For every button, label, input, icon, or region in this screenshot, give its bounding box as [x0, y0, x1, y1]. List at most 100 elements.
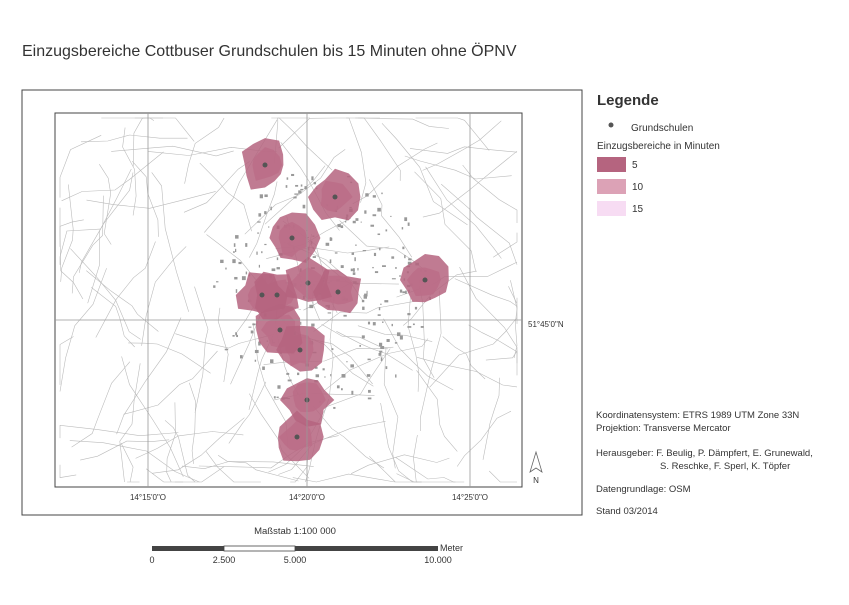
building [236, 334, 239, 338]
road [194, 286, 209, 413]
building [232, 335, 235, 337]
x-label: 14°15'0"O [130, 493, 166, 502]
title: Einzugsbereiche Cottbuser Grundschulen b… [22, 42, 517, 60]
building [414, 306, 418, 310]
scale-tick: 10.000 [424, 555, 452, 565]
legend-label: 15 [632, 204, 644, 215]
road [184, 117, 225, 184]
road [99, 164, 112, 245]
road [369, 179, 413, 258]
building [300, 321, 302, 325]
building [367, 397, 372, 400]
frame [21, 89, 583, 516]
building [245, 271, 248, 275]
scale-tick: 2.500 [213, 555, 236, 565]
building [276, 267, 280, 270]
road [249, 181, 278, 258]
building [377, 233, 381, 236]
road [189, 382, 196, 464]
road [217, 455, 299, 482]
building [277, 385, 281, 389]
building [404, 217, 408, 222]
building [391, 323, 393, 327]
building [225, 267, 227, 270]
road [205, 451, 261, 483]
school [259, 292, 265, 298]
road [151, 172, 189, 312]
building [372, 266, 374, 269]
scale-label: Maßstab 1:100 000 [254, 526, 336, 537]
building [268, 226, 270, 228]
building [336, 385, 340, 389]
building [366, 374, 371, 377]
catchment-areas [235, 138, 449, 462]
y-label: 51°45'0"N [528, 320, 564, 329]
building [331, 348, 334, 351]
road [404, 155, 512, 180]
building [309, 304, 314, 309]
building [378, 342, 383, 347]
building [271, 268, 276, 272]
road [123, 350, 218, 415]
school [332, 194, 338, 200]
road [336, 331, 413, 371]
data-source: Datengrundlage: OSM [596, 484, 691, 495]
building [302, 204, 306, 209]
building [291, 173, 295, 177]
building [235, 332, 238, 336]
building [276, 396, 279, 398]
building [359, 344, 361, 347]
building [380, 357, 383, 362]
road [329, 295, 335, 398]
catchment-area [269, 212, 321, 263]
road [69, 440, 200, 483]
road [217, 307, 229, 383]
building [384, 300, 389, 303]
building [341, 374, 346, 378]
road [121, 356, 184, 477]
building [232, 259, 236, 264]
crs: Koordinatensystem: ETRS 1989 UTM Zone 33… [596, 410, 799, 421]
building [224, 348, 229, 351]
road [422, 120, 502, 171]
building [276, 257, 279, 261]
school [274, 292, 280, 298]
building [355, 218, 359, 221]
road [322, 338, 429, 392]
building [295, 184, 299, 187]
catchment-area [278, 410, 324, 462]
building [379, 350, 382, 355]
road [313, 300, 418, 332]
road [91, 287, 135, 348]
road [419, 290, 442, 432]
catchment-area [308, 168, 361, 221]
catchment-area [241, 138, 284, 190]
building [363, 294, 368, 299]
building [258, 213, 262, 217]
scale-unit: Meter [440, 543, 463, 553]
building [264, 194, 268, 198]
building [340, 265, 344, 269]
building [399, 289, 403, 293]
road [122, 127, 137, 216]
building [407, 313, 411, 316]
building [412, 323, 415, 326]
building [235, 248, 237, 253]
legend: Legende Grundschulen Einzugsbereiche in … [597, 92, 720, 216]
building [381, 192, 383, 195]
building [382, 321, 384, 323]
building [355, 244, 357, 246]
legend-swatch [597, 179, 626, 194]
building [351, 252, 355, 255]
info: Koordinatensystem: ETRS 1989 UTM Zone 33… [596, 410, 813, 517]
building [407, 261, 412, 265]
road [59, 228, 101, 265]
road [166, 402, 176, 483]
building [343, 314, 347, 317]
school [289, 235, 295, 241]
building [252, 323, 256, 326]
road [278, 117, 380, 149]
building [254, 359, 257, 362]
building [324, 376, 326, 378]
road [59, 424, 179, 439]
